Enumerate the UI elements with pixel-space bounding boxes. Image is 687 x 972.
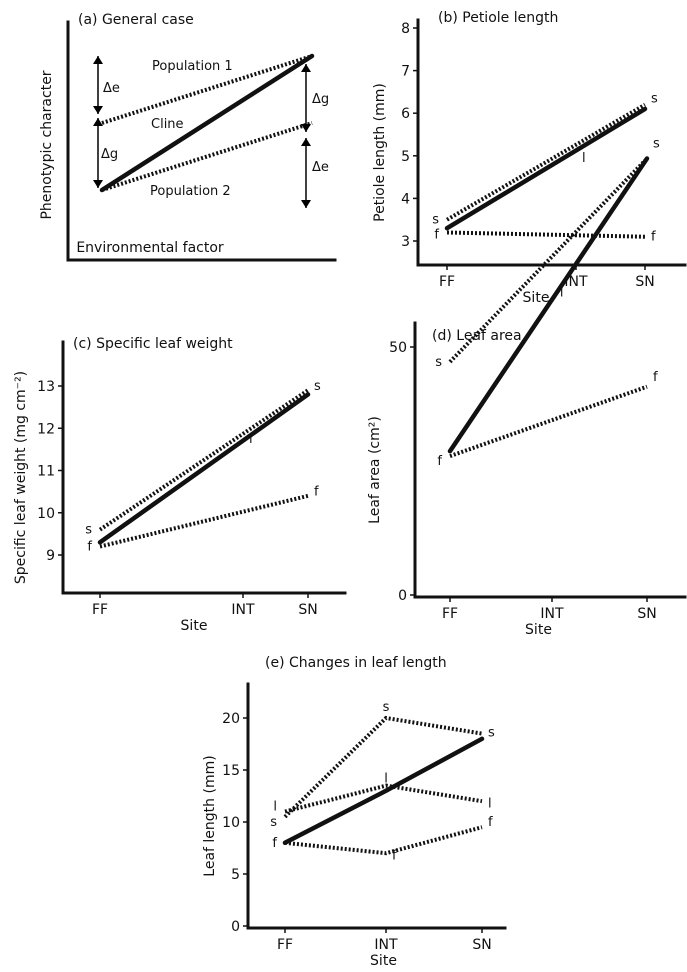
x-tick-label: SN [635,274,654,290]
delta-annotation-2: Δg [101,147,118,162]
x-tick-label: SN [472,937,491,953]
y-axis-label-c: Specific leaf weight (mg cm⁻²) [13,371,29,584]
arrow-head-icon [301,124,311,132]
y-tick-label: 3 [401,234,410,250]
series-line-population-1 [101,54,313,125]
series-end-label: s [85,523,92,538]
chart-title-b: (b) Petiole length [438,10,558,26]
y-axis-label-d: Leaf area (cm²) [367,416,383,524]
series-end-label: s [314,379,321,394]
y-tick-label: 12 [37,421,55,437]
series-end-label: l [273,799,277,814]
series-label-cline: Cline [151,117,184,132]
series-end-label: l [249,432,253,447]
y-tick-label: 9 [46,548,55,564]
y-tick-label: 20 [222,711,240,727]
x-tick-label: FF [92,602,108,618]
series-line-c-l [97,392,311,545]
y-tick-label: 0 [231,919,240,935]
y-tick-label: 7 [401,64,410,80]
y-tick-label: 11 [37,464,55,480]
y-tick-label: 15 [222,763,240,779]
delta-annotation-1: Δe [103,81,120,96]
series-end-label: l [488,796,492,811]
x-tick-label: SN [298,602,317,618]
y-tick-label: 4 [401,191,410,207]
series-line-e-s [283,715,483,819]
series-line-b-l [444,106,648,231]
x-axis-label-d: Site [525,622,552,638]
x-tick-label: FF [442,606,458,622]
chart-title-e: (e) Changes in leaf length [265,655,447,671]
series-end-label: s [270,815,277,830]
arrow-head-icon [301,64,311,72]
series-line-d-f [449,384,648,459]
series-end-label: f [272,836,277,851]
series-line-c-s [98,388,310,532]
series-end-label: f [488,815,493,830]
series-line-b-f [446,230,646,239]
series-end-label: l [560,285,564,300]
arrow-head-icon [93,106,103,114]
series-line-d-s [448,157,649,364]
series-end-label: s [383,700,390,715]
y-tick-label: 10 [222,815,240,831]
series-end-label: s [653,137,660,152]
x-tick-label: SN [637,606,656,622]
series-line-d-l [447,156,650,454]
series-end-label: l [384,772,388,787]
y-axis-label-e: Leaf length (mm) [202,755,218,876]
y-tick-label: 0 [398,588,407,604]
arrow-head-icon [93,180,103,188]
chart-title-a: (a) General case [78,12,194,28]
delta-annotation-3: Δg [312,92,329,107]
x-tick-label: INT [231,602,255,618]
series-end-label: l [582,151,586,166]
chart-title-c: (c) Specific leaf weight [73,336,233,352]
y-tick-label: 6 [401,106,410,122]
series-end-label: f [434,228,439,243]
series-end-label: f [437,454,442,469]
y-tick-label: 13 [37,379,55,395]
series-end-label: f [653,370,658,385]
arrow-head-icon [301,200,311,208]
delta-annotation-4: Δe [312,160,329,175]
series-label-population-2: Population 2 [150,184,231,199]
y-tick-label: 5 [401,149,410,165]
series-line-cline [99,53,315,193]
x-axis-label-b: Site [523,290,550,306]
arrow-head-icon [93,118,103,126]
y-axis-label-a: Phenotypic character [39,70,55,219]
x-tick-label: INT [374,937,398,953]
series-end-label: s [435,355,442,370]
y-tick-label: 5 [231,867,240,883]
series-end-label: f [651,230,656,245]
y-tick-label: 10 [37,506,55,522]
series-end-label: s [488,726,495,741]
series-line-population-2 [101,121,313,192]
x-tick-label: INT [540,606,564,622]
series-end-label: s [432,213,439,228]
series-end-label: s [651,91,658,106]
series-label-population-1: Population 1 [152,59,233,74]
series-line-e-cline [282,736,485,846]
x-tick-label: FF [277,937,293,953]
series-line-e-l [284,783,483,814]
y-tick-label: 8 [401,21,410,37]
x-tick-label: INT [564,274,588,290]
x-axis-label-c: Site [181,618,208,634]
x-tick-label: FF [439,274,455,290]
x-axis-label-a: Environmental factor [76,240,224,256]
series-end-label: f [87,540,92,555]
series-end-label: f [392,848,397,863]
arrow-head-icon [93,56,103,64]
y-axis-label-b: Petiole length (mm) [372,83,388,222]
series-line-e-f [284,825,483,856]
x-axis-label-e: Site [370,953,397,969]
arrow-head-icon [301,138,311,146]
series-end-label: f [314,485,319,500]
y-tick-label: 50 [389,340,407,356]
